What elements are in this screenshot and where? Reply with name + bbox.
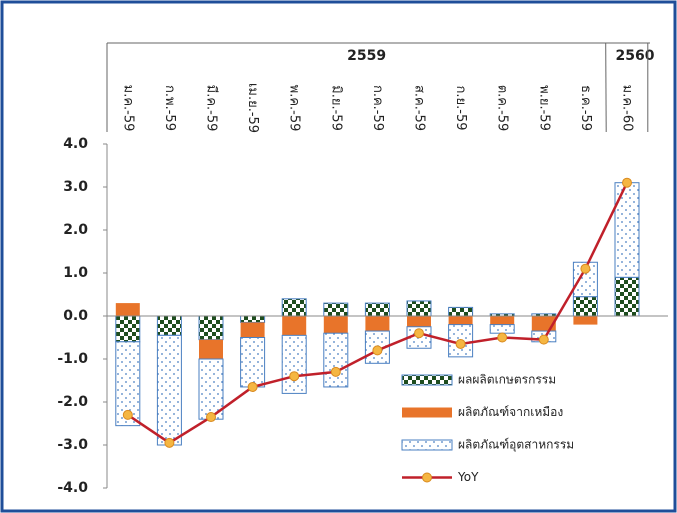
legend-marker xyxy=(422,472,432,483)
x-tick-label: มิ.ย.-59 xyxy=(328,85,343,131)
x-tick-label: พ.ค.-59 xyxy=(287,85,302,132)
y-tick-label: -2.0 xyxy=(57,394,88,410)
bar-segment xyxy=(240,337,266,388)
point xyxy=(164,437,175,448)
bar-segment xyxy=(115,315,141,343)
bar-segment xyxy=(156,334,182,446)
bar-segment xyxy=(614,182,640,278)
x-tick-label: ก.พ.-59 xyxy=(162,85,177,131)
legend-label: ผลผลิตเกษตรกรรม xyxy=(458,373,556,387)
point xyxy=(206,412,216,423)
point xyxy=(372,345,383,356)
bar-segment xyxy=(282,316,307,336)
point xyxy=(414,328,424,339)
bar-segment xyxy=(156,315,182,336)
point xyxy=(622,177,632,188)
x-tick-label: พ.ย.-59 xyxy=(536,85,551,131)
bar-segment xyxy=(489,324,515,334)
legend-label: YoY xyxy=(457,470,479,484)
bar-segment xyxy=(199,339,223,359)
bar-segment xyxy=(323,316,348,334)
group-label: 2560 xyxy=(616,48,655,64)
point xyxy=(289,371,300,382)
legend-label: ผลิตภัณฑ์จากเหมือง xyxy=(458,405,563,419)
bar-segment xyxy=(240,315,266,323)
group-label: 2559 xyxy=(347,48,386,64)
x-tick-label: ม.ค.-59 xyxy=(120,85,135,132)
x-tick-label: ส.ค.-59 xyxy=(412,85,427,131)
point xyxy=(538,334,549,345)
x-tick-label: เม.ย.-59 xyxy=(245,83,260,133)
bar-segment xyxy=(240,322,265,338)
bar-segment xyxy=(198,358,224,420)
bar-segment xyxy=(323,332,349,388)
y-tick-label: -3.0 xyxy=(57,437,88,453)
y-tick-label: 1.0 xyxy=(63,265,88,281)
legend-swatch xyxy=(401,439,453,451)
point xyxy=(247,381,258,392)
header-sep xyxy=(605,42,607,133)
point xyxy=(330,366,341,377)
y-tick-label: 4.0 xyxy=(63,136,88,152)
x-tick-label: ก.ค.-59 xyxy=(370,85,385,131)
legend-swatch xyxy=(401,374,453,386)
bar-segment xyxy=(323,302,349,317)
bar-segment xyxy=(115,303,140,316)
bar-segment xyxy=(406,300,432,317)
y-tick-label: -1.0 xyxy=(57,351,88,367)
point xyxy=(497,332,508,343)
bar-segment xyxy=(365,316,390,332)
point xyxy=(122,409,133,420)
legend-swatch xyxy=(402,407,452,418)
point xyxy=(455,338,466,349)
legend-label: ผลิตภัณฑ์อุตสาหกรรม xyxy=(458,438,574,453)
bar-segment xyxy=(573,316,598,325)
y-tick-label: -4.0 xyxy=(57,480,88,496)
x-tick-label: ต.ค.-59 xyxy=(495,85,510,132)
x-tick-label: ธ.ค.-59 xyxy=(578,85,593,131)
x-tick-label: มี.ค.-59 xyxy=(204,85,220,132)
bar-segment xyxy=(364,302,390,317)
bar-segment xyxy=(407,316,431,327)
point xyxy=(580,263,591,274)
bar-segment xyxy=(448,316,473,325)
x-tick-label: ม.ค.-60 xyxy=(620,85,635,132)
bar-segment xyxy=(198,315,224,341)
bar-segment xyxy=(572,296,598,317)
bar-segment xyxy=(281,334,307,394)
y-tick-label: 3.0 xyxy=(63,179,88,195)
bar-segment xyxy=(614,276,640,317)
bar-segment xyxy=(448,306,474,317)
bar-segment xyxy=(281,298,307,317)
y-tick-label: 0.0 xyxy=(63,308,88,324)
x-tick-label: ก.ย.-59 xyxy=(453,86,468,131)
bar-segment xyxy=(490,316,515,325)
y-tick-label: 2.0 xyxy=(63,222,88,238)
